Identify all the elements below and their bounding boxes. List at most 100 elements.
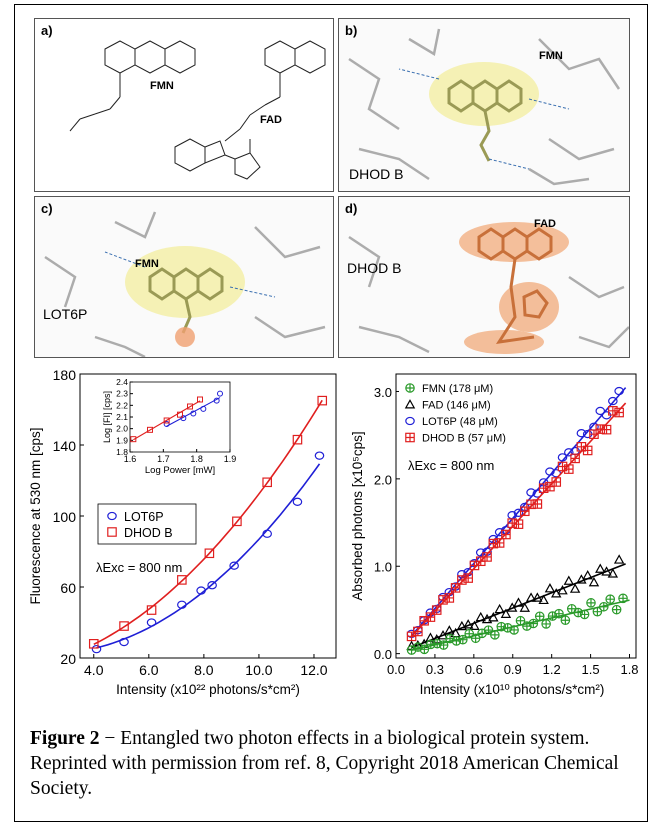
x-tick-label: 1.2 xyxy=(543,662,561,677)
inset-point xyxy=(200,405,207,412)
data-point xyxy=(582,570,593,580)
data-point xyxy=(576,429,587,438)
panel-b-dhodb-fmn: b) FMN DHOD B xyxy=(338,18,630,192)
x-tick-label: 10.0 xyxy=(245,662,272,678)
data-point xyxy=(119,621,129,631)
inset-point xyxy=(147,426,153,433)
y-tick-label: 1.0 xyxy=(374,560,392,575)
x-tick-label: 12.0 xyxy=(300,662,327,678)
inset-point xyxy=(213,397,220,404)
data-point xyxy=(431,605,442,615)
data-point xyxy=(566,603,577,614)
data-point xyxy=(317,395,328,406)
data-point xyxy=(196,586,206,595)
data-point xyxy=(614,407,624,418)
data-point xyxy=(534,611,545,622)
inset-y-tick-label: 2.3 xyxy=(116,389,128,399)
data-point xyxy=(599,601,609,612)
inset-x-tick-label: 1.9 xyxy=(224,454,237,464)
data-point xyxy=(605,594,616,604)
panel-c-lot6p-fmn: c) FMN LOT6P xyxy=(34,196,334,358)
panel-b-ligand-label: FMN xyxy=(539,50,563,62)
legend-marker xyxy=(107,527,117,537)
data-point xyxy=(494,538,505,548)
inset-y-axis-label: Log [FI] [cps] xyxy=(102,391,112,443)
inset-y-tick-label: 2.2 xyxy=(116,400,128,410)
data-point xyxy=(589,429,599,439)
data-point xyxy=(607,568,619,578)
panel-c-label: c) xyxy=(41,201,53,216)
y-axis-label: Absorbed photons [x10⁵cps] xyxy=(350,431,365,600)
data-point xyxy=(560,615,571,626)
data-point xyxy=(595,563,606,573)
data-point xyxy=(551,477,562,487)
x-tick-label: 1.8 xyxy=(620,662,638,677)
y-tick-label: 60 xyxy=(60,580,76,596)
data-point xyxy=(232,516,242,527)
data-point xyxy=(413,626,423,637)
data-point xyxy=(513,519,524,529)
data-point xyxy=(119,637,129,647)
data-point xyxy=(500,608,512,618)
data-point xyxy=(519,602,531,612)
inset-point xyxy=(163,417,170,424)
excitation-annotation: λExc = 800 nm xyxy=(96,560,182,575)
legend-label: LOT6P xyxy=(124,510,164,524)
axes: 4.0 6.0 8.0 10.0 12.0 20 60 100 140 180 xyxy=(53,367,337,678)
data-point xyxy=(425,612,436,622)
data-point xyxy=(457,575,467,585)
data-point xyxy=(501,529,511,540)
legend: LOT6P DHOD B xyxy=(97,503,197,545)
x-tick-label: 0.6 xyxy=(465,662,483,677)
data-point xyxy=(464,628,475,639)
legend-marker xyxy=(107,511,117,521)
data-point xyxy=(513,597,524,607)
data-point xyxy=(506,602,518,612)
data-point xyxy=(563,575,575,585)
legend-box xyxy=(399,377,533,447)
data-point xyxy=(458,634,468,645)
protein-structure-b: FMN DHOD B xyxy=(348,28,621,186)
y-axis-label: Fluorescence at 530 nm [cps] xyxy=(28,427,43,604)
y-tick-label: 3.0 xyxy=(374,385,392,400)
data-point xyxy=(532,592,543,602)
panel-b-label: b) xyxy=(345,23,358,38)
caption-figure-label: Figure 2 xyxy=(30,728,100,749)
legend: FMN (178 μM) FAD (146 μM) LOT6P (48 μM) DHO… xyxy=(399,377,533,447)
data-point xyxy=(482,552,492,562)
panel-d-dhodb-fad: d) FAD DHOD B xyxy=(338,196,630,358)
data-point xyxy=(494,528,505,537)
data-point xyxy=(488,538,499,549)
data-point xyxy=(618,593,628,604)
x-axis-label: Intensity (x10²² photons/s*cm²) xyxy=(116,682,300,697)
x-tick-label: 4.0 xyxy=(84,662,104,678)
data-point xyxy=(526,488,536,497)
inset-y-tick-label: 1.9 xyxy=(116,435,128,445)
fmn-structure-label: FMN xyxy=(150,80,174,92)
data-point xyxy=(470,633,481,644)
data-point xyxy=(451,636,462,646)
data-point xyxy=(595,406,606,416)
x-tick-label: 8.0 xyxy=(194,662,214,678)
caption-dash: − xyxy=(99,728,121,749)
data-point xyxy=(146,605,157,615)
fluorescence-chart: 4.0 6.0 8.0 10.0 12.0 20 60 100 140 180 Intensity … xyxy=(28,367,337,697)
data-point xyxy=(557,461,568,472)
data-point xyxy=(570,453,580,464)
data-point xyxy=(538,594,549,605)
y-tick-label: 0.0 xyxy=(374,647,392,662)
data-point xyxy=(507,518,518,528)
data-point xyxy=(177,600,187,609)
data-point xyxy=(519,506,530,517)
legend-label: FAD (146 μM) xyxy=(422,400,491,412)
data-point xyxy=(204,548,215,559)
data-point xyxy=(532,489,543,498)
fit-line-0 xyxy=(96,463,321,649)
chemical-structures-drawing: FMN FAD xyxy=(69,40,326,180)
inset-point xyxy=(187,403,193,410)
data-point xyxy=(528,618,539,629)
panel-d-label: d) xyxy=(345,201,358,216)
data-point xyxy=(438,595,448,605)
inset-y-tick-label: 2.0 xyxy=(116,424,128,434)
